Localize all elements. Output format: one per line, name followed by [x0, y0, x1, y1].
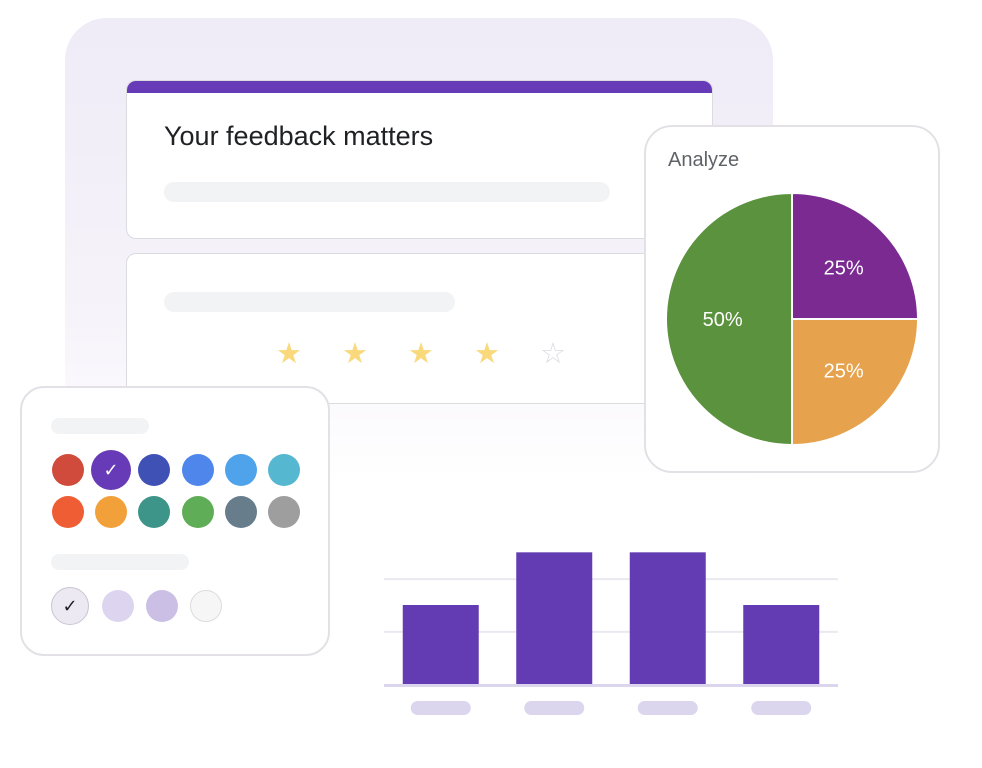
- star-filled-icon[interactable]: ★: [276, 336, 302, 370]
- x-tick-placeholder: [524, 701, 585, 715]
- x-tick-placeholder: [751, 701, 812, 715]
- color-swatch[interactable]: [268, 454, 300, 486]
- star-filled-icon[interactable]: ★: [408, 336, 434, 370]
- form-accent-bar: [127, 81, 712, 93]
- shade-swatch[interactable]: [146, 590, 178, 622]
- bar: [402, 605, 479, 684]
- pie-slice: [791, 318, 920, 447]
- star-outline-icon[interactable]: ☆: [540, 336, 566, 370]
- pie-slice: [665, 191, 793, 447]
- shade-swatch[interactable]: [102, 590, 134, 622]
- color-swatch[interactable]: [95, 496, 127, 528]
- pie-slice-label: 50%: [703, 309, 743, 331]
- bar-chart: [384, 552, 838, 715]
- palette-heading-placeholder: [51, 418, 149, 434]
- color-swatch[interactable]: [225, 496, 257, 528]
- shade-swatch[interactable]: [190, 590, 222, 622]
- pie-slice-label: 25%: [824, 361, 864, 383]
- shade-swatch-selected[interactable]: ✓: [51, 587, 89, 625]
- color-swatch[interactable]: [138, 496, 170, 528]
- color-swatch[interactable]: [182, 454, 214, 486]
- color-swatch[interactable]: [52, 454, 84, 486]
- check-icon: ✓: [62, 595, 78, 617]
- color-swatch[interactable]: [268, 496, 300, 528]
- check-icon: ✓: [103, 459, 119, 481]
- bar: [516, 552, 593, 684]
- color-swatch-selected[interactable]: ✓: [91, 450, 131, 490]
- color-swatch[interactable]: [138, 454, 170, 486]
- analyze-title: Analyze: [668, 149, 740, 171]
- analyze-panel: Analyze 25% 25% 50%: [644, 125, 940, 473]
- star-rating[interactable]: ★ ★ ★ ★ ☆: [275, 338, 567, 368]
- star-filled-icon[interactable]: ★: [474, 336, 500, 370]
- bar: [629, 552, 706, 684]
- color-swatch[interactable]: [225, 454, 257, 486]
- x-tick-placeholder: [410, 701, 471, 715]
- color-swatch[interactable]: [182, 496, 214, 528]
- color-swatch[interactable]: [52, 496, 84, 528]
- pie-slice: [791, 191, 920, 320]
- form-title: Your feedback matters: [164, 121, 434, 151]
- star-filled-icon[interactable]: ★: [342, 336, 368, 370]
- question-placeholder: [164, 292, 455, 312]
- shade-heading-placeholder: [51, 554, 189, 570]
- x-tick-placeholder: [637, 701, 698, 715]
- form-title-card: Your feedback matters: [126, 80, 713, 239]
- rating-question-card: ★ ★ ★ ★ ☆: [126, 253, 713, 404]
- pie-slice-label: 25%: [824, 257, 864, 279]
- color-palette-panel: ✓ ✓: [20, 386, 330, 656]
- description-placeholder: [164, 182, 610, 202]
- pie-chart: 25% 25% 50%: [665, 191, 920, 447]
- bar: [743, 605, 820, 684]
